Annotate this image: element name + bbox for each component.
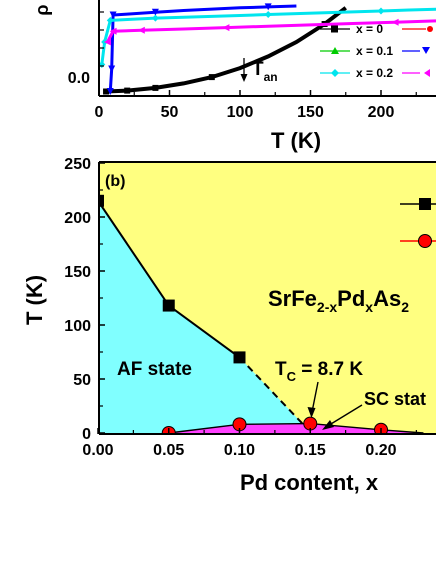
top-series-line — [108, 4, 297, 92]
svg-text:x = 0: x = 0 — [356, 22, 383, 36]
top-series-point — [109, 27, 117, 35]
top-series-point — [151, 14, 159, 22]
top-series-point — [106, 16, 114, 24]
bottom-plot-area — [99, 162, 436, 434]
legend-entry-x01: x = 0.1 — [320, 44, 430, 58]
bottom-y-tick-label: 250 — [64, 156, 91, 173]
top-series-point — [103, 38, 111, 46]
tan-annotation-label: Tan — [252, 59, 278, 84]
top-x-tick-label: 0 — [95, 104, 104, 121]
top-x-tick-label: 200 — [368, 104, 395, 121]
tan-arrow-head — [240, 74, 248, 82]
bottom-y-tick-label: 0 — [82, 426, 91, 443]
sc-state-label: SC stat — [364, 389, 426, 409]
bottom-x-tick-label: 0.20 — [365, 442, 396, 459]
bottom-x-tick-label: 0.05 — [153, 442, 184, 459]
legend-tc-marker — [418, 234, 432, 248]
legend-entry-x02: x = 0.2 — [320, 66, 430, 80]
top-series-point — [151, 8, 159, 16]
top-series-point — [222, 24, 230, 32]
top-x-ticks: 0 50 100 150 200 — [95, 11, 417, 121]
legend-entry-x0: x = 0 — [320, 22, 433, 36]
sc-region — [168, 423, 424, 433]
bottom-y-ticks: 0 50 100 150 200 250 — [64, 156, 105, 443]
bottom-x-ticks: 0.00 0.05 0.10 0.15 0.20 — [82, 428, 417, 459]
top-series-point — [208, 74, 215, 81]
top-series-point — [124, 87, 131, 94]
bottom-y-tick-label: 150 — [64, 264, 91, 281]
top-plot-area — [99, 3, 436, 95]
bottom-y-tick-label: 200 — [64, 210, 91, 227]
top-tan-annotation: Tan — [240, 58, 278, 84]
compound-label: SrFe2-xPdxAs2 — [268, 286, 409, 315]
sc-arrow — [322, 404, 363, 430]
panel-label-b: (b) — [105, 173, 125, 190]
svg-text:x = 0.1: x = 0.1 — [356, 44, 393, 58]
bottom-x-tick-label: 0.10 — [224, 442, 255, 459]
top-series-point — [103, 88, 110, 95]
legend-tan-marker — [419, 198, 431, 210]
top-y-axis-label: ρ — [32, 4, 52, 15]
top-series-point — [264, 3, 272, 11]
top-series-point — [109, 11, 117, 19]
top-x-tick-label: 150 — [297, 104, 324, 121]
top-panel: 0 50 100 150 200 0.0 ρ T (K) Tan x = 0 x = 0… — [32, 0, 436, 153]
top-series-point — [137, 26, 145, 34]
top-legend: x = 0 x = 0.1 x = 0.2 — [320, 22, 433, 80]
top-series-point — [377, 7, 385, 15]
top-x-axis-label: T (K) — [271, 128, 321, 153]
top-series-point — [108, 65, 116, 73]
tc-value-label: TC = 8.7 K — [275, 359, 363, 384]
tan-point — [233, 351, 246, 364]
top-series-line — [100, 7, 436, 65]
bottom-legend — [400, 198, 436, 248]
bottom-y-axis-label: T (K) — [22, 275, 47, 325]
af-region — [99, 202, 304, 433]
bottom-y-tick-label: 100 — [64, 318, 91, 335]
bottom-x-tick-label: 0.15 — [295, 442, 326, 459]
tc-arrow — [307, 381, 319, 418]
top-series-point — [152, 84, 159, 91]
top-x-tick-label: 100 — [227, 104, 254, 121]
svg-text:x = 0.2: x = 0.2 — [356, 66, 393, 80]
bottom-x-tick-label: 0.00 — [82, 442, 113, 459]
top-series-point — [106, 88, 114, 95]
bottom-y-tick-label: 50 — [73, 372, 91, 389]
top-series-point — [391, 18, 399, 26]
top-x-tick-label: 50 — [161, 104, 179, 121]
bottom-panel: 0 50 100 150 200 250 0.00 0.05 0.10 0.15 0.20 T (… — [22, 156, 436, 495]
af-state-label: AF state — [117, 359, 192, 380]
top-series-line — [105, 6, 347, 94]
tan-point — [99, 194, 104, 207]
bottom-x-axis-label: Pd content, x — [240, 470, 379, 495]
top-y-tick-label: 0.0 — [68, 70, 90, 87]
top-series-point — [264, 11, 272, 19]
top-series-line — [106, 19, 436, 43]
tan-point — [162, 299, 175, 312]
tan-dashed-extension — [238, 356, 304, 426]
